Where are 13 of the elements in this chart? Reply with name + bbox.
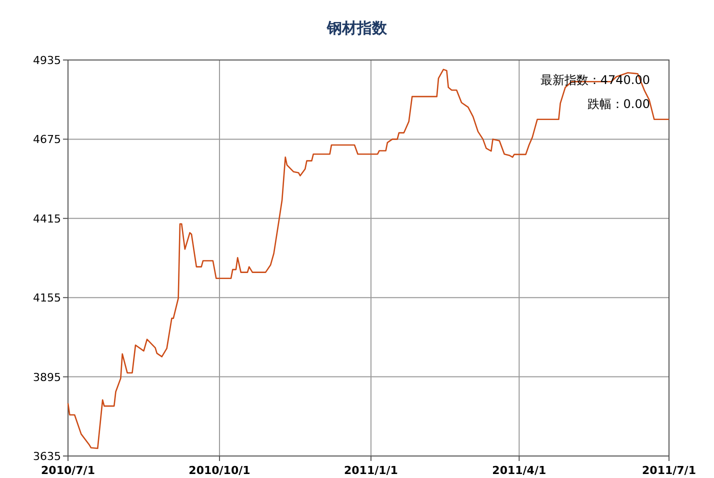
x-tick-label: 2010/10/1 <box>188 464 250 477</box>
y-tick-label: 3895 <box>33 370 61 384</box>
x-tick-label: 2011/7/1 <box>642 464 696 477</box>
chart-title: 钢材指数 <box>326 19 388 37</box>
y-tick-label: 4935 <box>33 54 61 67</box>
annotation: 跌幅：0.00 <box>587 97 650 111</box>
x-tick-label: 2010/7/1 <box>41 464 95 477</box>
y-tick-label: 4675 <box>33 133 61 146</box>
x-tick-label: 2011/4/1 <box>492 464 546 477</box>
y-tick-label: 3635 <box>33 450 61 463</box>
y-tick-label: 4155 <box>33 292 61 305</box>
y-tick-label: 4415 <box>33 212 61 226</box>
x-tick-label: 2011/1/1 <box>344 464 398 477</box>
